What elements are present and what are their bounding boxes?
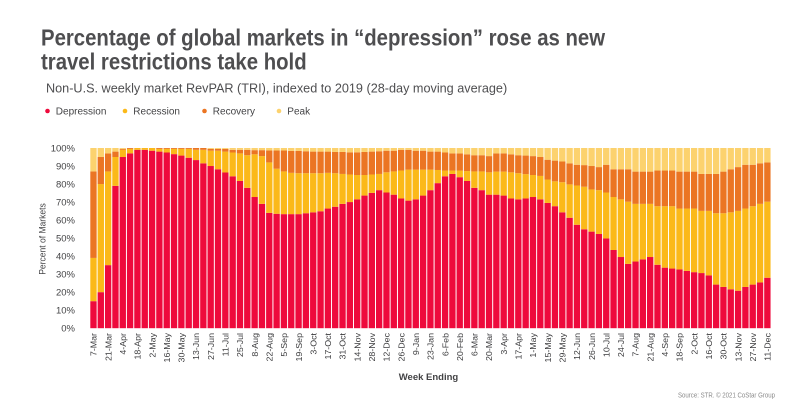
svg-text:50%: 50% bbox=[56, 233, 76, 244]
svg-text:3-Apr: 3-Apr bbox=[499, 333, 509, 355]
svg-text:12-Dec: 12-Dec bbox=[382, 332, 392, 361]
svg-text:Recovery: Recovery bbox=[213, 107, 255, 118]
svg-text:7-Aug: 7-Aug bbox=[631, 333, 641, 357]
svg-text:24-Jul: 24-Jul bbox=[616, 333, 626, 357]
svg-text:18-Sep: 18-Sep bbox=[675, 333, 685, 362]
svg-text:10-Jul: 10-Jul bbox=[602, 333, 612, 357]
svg-text:20%: 20% bbox=[56, 287, 76, 298]
svg-text:Source: STR. © 2021 CoStar Gro: Source: STR. © 2021 CoStar Group bbox=[678, 391, 775, 400]
svg-text:31-Oct: 31-Oct bbox=[338, 332, 348, 359]
svg-text:22-Aug: 22-Aug bbox=[265, 333, 275, 362]
svg-text:21-Aug: 21-Aug bbox=[646, 333, 656, 362]
svg-text:0%: 0% bbox=[61, 324, 75, 335]
svg-text:8-Aug: 8-Aug bbox=[250, 333, 260, 357]
svg-text:60%: 60% bbox=[56, 215, 76, 226]
svg-text:20-Feb: 20-Feb bbox=[455, 333, 465, 361]
svg-text:17-Oct: 17-Oct bbox=[323, 332, 333, 359]
svg-text:4-Sep: 4-Sep bbox=[660, 333, 670, 357]
svg-text:100%: 100% bbox=[51, 143, 76, 154]
svg-text:11-Jul: 11-Jul bbox=[221, 333, 231, 357]
svg-text:14-Nov: 14-Nov bbox=[353, 332, 363, 361]
svg-text:Peak: Peak bbox=[287, 107, 311, 118]
svg-text:1-May: 1-May bbox=[528, 332, 538, 357]
svg-text:6-Feb: 6-Feb bbox=[441, 333, 451, 356]
svg-text:travel restrictions take hold: travel restrictions take hold bbox=[41, 48, 307, 75]
svg-text:15-May: 15-May bbox=[543, 332, 553, 362]
svg-text:Depression: Depression bbox=[56, 107, 107, 118]
svg-text:28-Nov: 28-Nov bbox=[367, 332, 377, 361]
svg-text:27-Nov: 27-Nov bbox=[748, 332, 758, 361]
svg-text:16-May: 16-May bbox=[162, 332, 172, 362]
svg-text:90%: 90% bbox=[56, 161, 76, 172]
svg-text:12-Jun: 12-Jun bbox=[572, 333, 582, 360]
svg-text:5-Sep: 5-Sep bbox=[279, 333, 289, 357]
svg-text:Recession: Recession bbox=[133, 107, 180, 118]
svg-text:13-Jun: 13-Jun bbox=[192, 333, 202, 360]
svg-text:25-Jul: 25-Jul bbox=[235, 333, 245, 357]
svg-text:21-Mar: 21-Mar bbox=[104, 333, 114, 361]
svg-text:9-Jan: 9-Jan bbox=[411, 333, 421, 355]
svg-text:70%: 70% bbox=[56, 197, 76, 208]
svg-text:20-Mar: 20-Mar bbox=[485, 333, 495, 361]
svg-text:23-Jan: 23-Jan bbox=[426, 333, 436, 360]
svg-text:13-Nov: 13-Nov bbox=[734, 332, 744, 361]
svg-text:17-Apr: 17-Apr bbox=[514, 333, 524, 360]
svg-text:Non-U.S. weekly market RevPAR: Non-U.S. weekly market RevPAR (TRI), ind… bbox=[46, 80, 507, 95]
svg-text:3-Oct: 3-Oct bbox=[309, 332, 319, 354]
svg-text:27-Jun: 27-Jun bbox=[206, 333, 216, 360]
svg-text:10%: 10% bbox=[56, 305, 76, 316]
svg-text:Week Ending: Week Ending bbox=[399, 372, 459, 383]
svg-text:7-Mar: 7-Mar bbox=[89, 333, 99, 356]
svg-text:80%: 80% bbox=[56, 179, 76, 190]
svg-text:11-Dec: 11-Dec bbox=[763, 332, 773, 361]
svg-text:Percentage of global markets i: Percentage of global markets in “depress… bbox=[41, 24, 606, 51]
svg-text:26-Jun: 26-Jun bbox=[587, 333, 597, 360]
svg-text:16-Oct: 16-Oct bbox=[704, 332, 714, 359]
svg-text:6-Mar: 6-Mar bbox=[470, 333, 480, 356]
svg-text:40%: 40% bbox=[56, 251, 76, 262]
svg-text:30-Oct: 30-Oct bbox=[719, 332, 729, 359]
svg-text:2-Oct: 2-Oct bbox=[690, 332, 700, 354]
svg-text:29-May: 29-May bbox=[558, 332, 568, 362]
svg-text:30%: 30% bbox=[56, 269, 76, 280]
svg-text:26-Dec: 26-Dec bbox=[397, 332, 407, 361]
svg-text:4-Apr: 4-Apr bbox=[118, 333, 128, 355]
svg-text:Percent of Markets: Percent of Markets bbox=[37, 203, 47, 275]
svg-text:18-Apr: 18-Apr bbox=[133, 333, 143, 360]
svg-text:19-Sep: 19-Sep bbox=[294, 333, 304, 362]
svg-text:2-May: 2-May bbox=[148, 332, 158, 357]
svg-text:30-May: 30-May bbox=[177, 332, 187, 362]
